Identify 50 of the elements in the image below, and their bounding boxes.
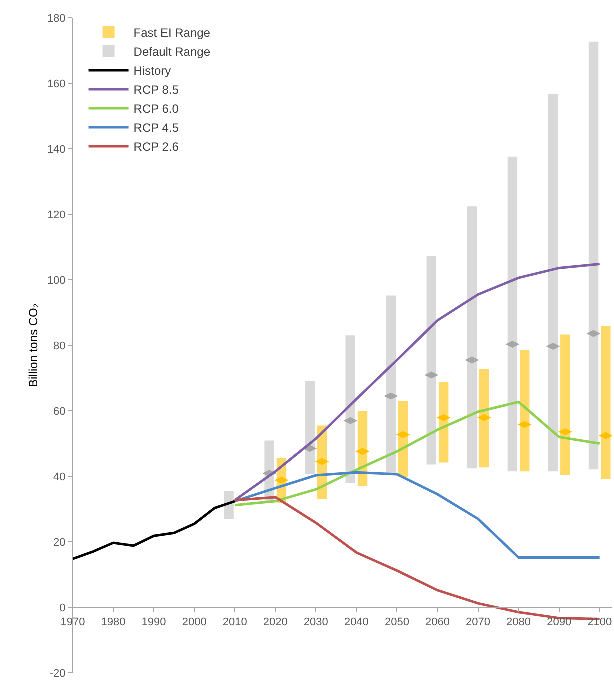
legend-label: RCP 2.6 bbox=[134, 140, 180, 154]
legend-label: RCP 8.5 bbox=[134, 83, 180, 98]
x-tick-label: 2030 bbox=[304, 616, 328, 629]
bar bbox=[520, 350, 530, 472]
legend-label: RCP 6.0 bbox=[134, 102, 180, 116]
y-tick-label: 60 bbox=[54, 406, 66, 418]
y-tick-label: 180 bbox=[47, 12, 66, 25]
bar bbox=[548, 94, 558, 472]
x-tick-label: 2060 bbox=[426, 616, 450, 629]
bar bbox=[426, 256, 437, 465]
bar bbox=[305, 381, 315, 475]
y-tick-label: 0 bbox=[60, 602, 66, 614]
x-tick-label: 2010 bbox=[222, 616, 248, 629]
line-series bbox=[234, 471, 602, 559]
bar bbox=[346, 336, 356, 484]
bar bbox=[386, 296, 396, 474]
x-tick-label: 2050 bbox=[384, 616, 410, 629]
x-tick-label: 2070 bbox=[466, 616, 490, 629]
y-tick-label: 100 bbox=[47, 274, 66, 287]
legend-label: Fast EI Range bbox=[134, 26, 211, 40]
x-tick-label: 2100 bbox=[588, 616, 612, 629]
x-tick-label: 2000 bbox=[182, 616, 207, 629]
bar bbox=[508, 156, 518, 472]
x-tick-label: 2090 bbox=[547, 616, 572, 629]
line-series bbox=[73, 500, 236, 560]
x-tick-label: 1980 bbox=[101, 616, 126, 629]
legend-label: RCP 4.5 bbox=[134, 121, 180, 136]
x-tick-label: 1990 bbox=[142, 616, 166, 629]
x-tick-label: 2080 bbox=[506, 616, 532, 629]
line-series bbox=[234, 400, 602, 507]
bar bbox=[560, 334, 570, 476]
x-tick-label: 2020 bbox=[263, 616, 288, 629]
bar bbox=[601, 326, 611, 480]
y-tick-label: 160 bbox=[47, 78, 66, 90]
bar bbox=[467, 206, 478, 469]
y-tick-label: 80 bbox=[54, 340, 66, 352]
y-tick-label: 40 bbox=[54, 471, 66, 484]
bar bbox=[479, 369, 490, 468]
legend-label: Default Range bbox=[134, 45, 211, 60]
bar bbox=[588, 42, 599, 470]
y-tick-label: 140 bbox=[47, 144, 66, 156]
y-tick-label: -20 bbox=[50, 668, 66, 680]
legend-label: History bbox=[134, 64, 172, 78]
y-tick-label: 20 bbox=[54, 536, 66, 549]
y-axis-title: Billion tons CO₂ bbox=[26, 303, 41, 388]
bar bbox=[224, 491, 234, 520]
x-tick-label: 1970 bbox=[60, 616, 86, 629]
line-series bbox=[234, 263, 602, 502]
y-tick-label: 120 bbox=[47, 209, 66, 222]
x-tick-label: 2040 bbox=[344, 616, 369, 629]
